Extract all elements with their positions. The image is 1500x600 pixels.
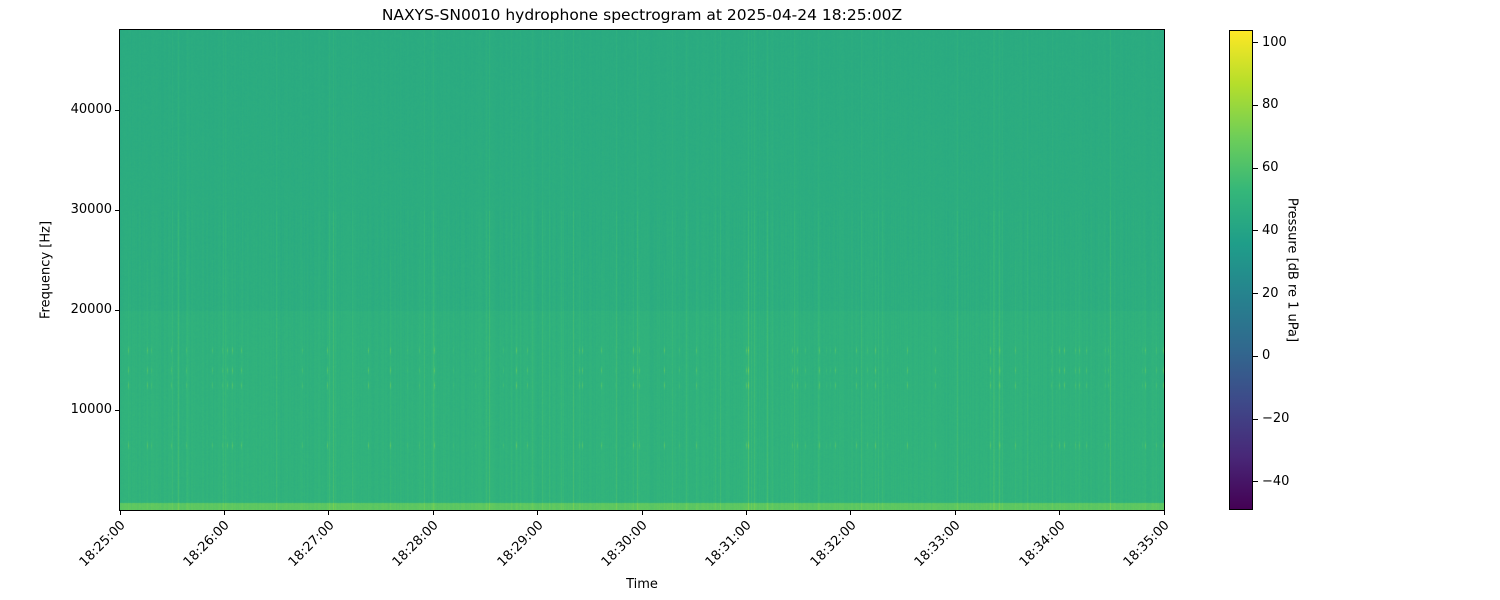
x-tick-mark: [1059, 510, 1061, 515]
y-tick-mark: [115, 109, 120, 111]
y-axis-label: Frequency [Hz]: [38, 220, 54, 320]
x-tick-mark: [537, 510, 539, 515]
colorbar-label: Pressure [dB re 1 uPa]: [1284, 197, 1300, 343]
x-tick-mark: [328, 510, 330, 515]
colorbar-tick-mark: [1253, 167, 1258, 169]
colorbar-tick-label: 40: [1262, 222, 1279, 238]
y-tick-label: 30000: [70, 202, 112, 217]
x-tick-mark: [850, 510, 852, 515]
x-tick-mark: [119, 510, 121, 515]
colorbar-tick-label: 100: [1262, 34, 1287, 50]
colorbar-tick-label: 0: [1262, 348, 1271, 364]
x-tick-label: 18:26:00: [181, 518, 233, 570]
chart-title: NAXYS-SN0010 hydrophone spectrogram at 2…: [381, 6, 903, 24]
x-tick-mark: [745, 510, 747, 515]
colorbar-tick-label: −20: [1262, 411, 1290, 427]
x-tick-label: 18:28:00: [389, 518, 442, 570]
x-tick-label: 18:29:00: [494, 518, 547, 570]
y-tick-label: 10000: [70, 402, 112, 417]
x-tick-label: 18:32:00: [807, 518, 860, 570]
colorbar-tick-mark: [1253, 355, 1258, 357]
spectrogram-image: [120, 30, 1164, 510]
x-tick-label: 18:27:00: [285, 518, 338, 570]
x-tick-label: 18:34:00: [1016, 518, 1069, 570]
x-tick-mark: [954, 510, 956, 515]
x-tick-mark: [641, 510, 643, 515]
colorbar-tick-mark: [1253, 104, 1258, 106]
y-tick-label: 20000: [70, 302, 112, 317]
x-tick-mark: [223, 510, 225, 515]
colorbar-tick-mark: [1253, 293, 1258, 295]
colorbar-tick-mark: [1253, 42, 1258, 44]
colorbar-tick-mark: [1253, 418, 1258, 420]
y-tick-mark: [115, 409, 120, 411]
colorbar-tick-mark: [1253, 230, 1258, 232]
colorbar-tick-mark: [1253, 481, 1258, 483]
y-tick-mark: [115, 309, 120, 311]
colorbar-tick-label: 60: [1262, 160, 1279, 176]
x-tick-label: 18:33:00: [911, 518, 964, 570]
x-tick-label: 18:35:00: [1120, 518, 1173, 570]
x-tick-mark: [432, 510, 434, 515]
colorbar-tick-label: −40: [1262, 473, 1290, 489]
colorbar-tick-label: 20: [1262, 285, 1279, 301]
spectrogram-plot-area: [120, 30, 1164, 510]
colorbar-tick-label: 80: [1262, 97, 1279, 113]
x-tick-label: 18:30:00: [598, 518, 651, 570]
y-tick-mark: [115, 209, 120, 211]
x-tick-mark: [1163, 510, 1165, 515]
y-tick-label: 40000: [70, 102, 112, 117]
x-axis-label: Time: [626, 577, 658, 592]
x-tick-label: 18:25:00: [76, 518, 129, 570]
colorbar: [1229, 30, 1253, 510]
x-tick-label: 18:31:00: [703, 518, 755, 570]
